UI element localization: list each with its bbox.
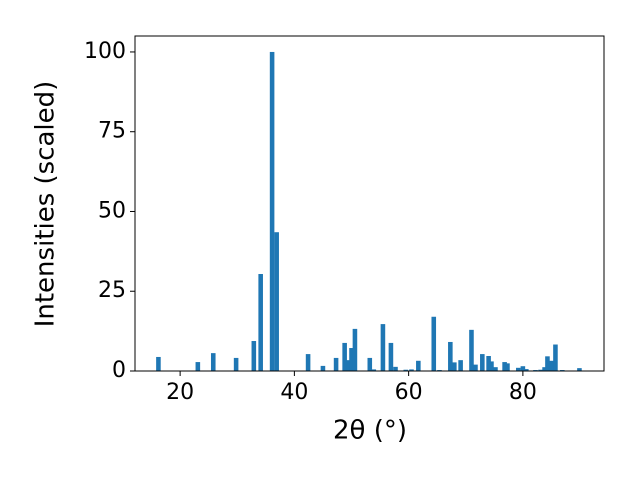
bar <box>542 367 547 371</box>
bar <box>210 353 216 371</box>
y-tick-label: 25 <box>98 278 126 303</box>
bar <box>251 341 257 371</box>
bar <box>333 357 339 371</box>
bar <box>156 356 161 371</box>
bar <box>305 354 311 371</box>
bar <box>577 368 582 371</box>
bar <box>480 354 485 371</box>
bar <box>505 363 510 371</box>
bar <box>538 369 543 371</box>
bar <box>553 344 558 371</box>
bar <box>195 362 201 371</box>
y-tick-label: 0 <box>112 358 126 383</box>
y-axis-label: Intensities (scaled) <box>31 81 61 328</box>
bar <box>469 329 474 371</box>
bar <box>258 274 263 371</box>
bar <box>448 341 453 371</box>
bar <box>233 357 239 371</box>
bar <box>393 366 398 371</box>
bar <box>409 369 414 371</box>
bar <box>458 360 463 371</box>
bar <box>486 356 491 371</box>
bar <box>493 367 498 371</box>
bar <box>349 348 354 371</box>
bar <box>380 324 386 371</box>
bar <box>520 366 526 371</box>
bar <box>388 342 394 371</box>
bar <box>431 316 437 371</box>
x-tick-label: 20 <box>166 380 194 405</box>
bar <box>516 367 521 371</box>
bar <box>549 360 554 371</box>
x-tick-label: 80 <box>509 380 537 405</box>
bar <box>367 357 373 371</box>
bar <box>502 362 507 371</box>
bar <box>524 369 529 371</box>
bar <box>473 364 478 371</box>
x-axis-label: 2θ (°) <box>333 416 407 446</box>
bar <box>452 362 457 371</box>
bar <box>342 342 347 371</box>
bar <box>320 365 326 371</box>
bar <box>545 356 550 371</box>
x-tick-label: 40 <box>280 380 308 405</box>
bar <box>352 328 358 371</box>
bar <box>489 361 494 371</box>
y-tick-label: 100 <box>84 39 126 64</box>
bar <box>403 369 409 371</box>
bar <box>371 369 377 371</box>
bar <box>416 360 421 371</box>
bar <box>274 232 279 371</box>
y-tick-label: 75 <box>98 119 126 144</box>
plot-frame <box>134 35 605 372</box>
bar <box>346 360 351 371</box>
bar <box>269 51 275 371</box>
x-tick-label: 60 <box>395 380 423 405</box>
y-tick-label: 50 <box>98 198 126 223</box>
